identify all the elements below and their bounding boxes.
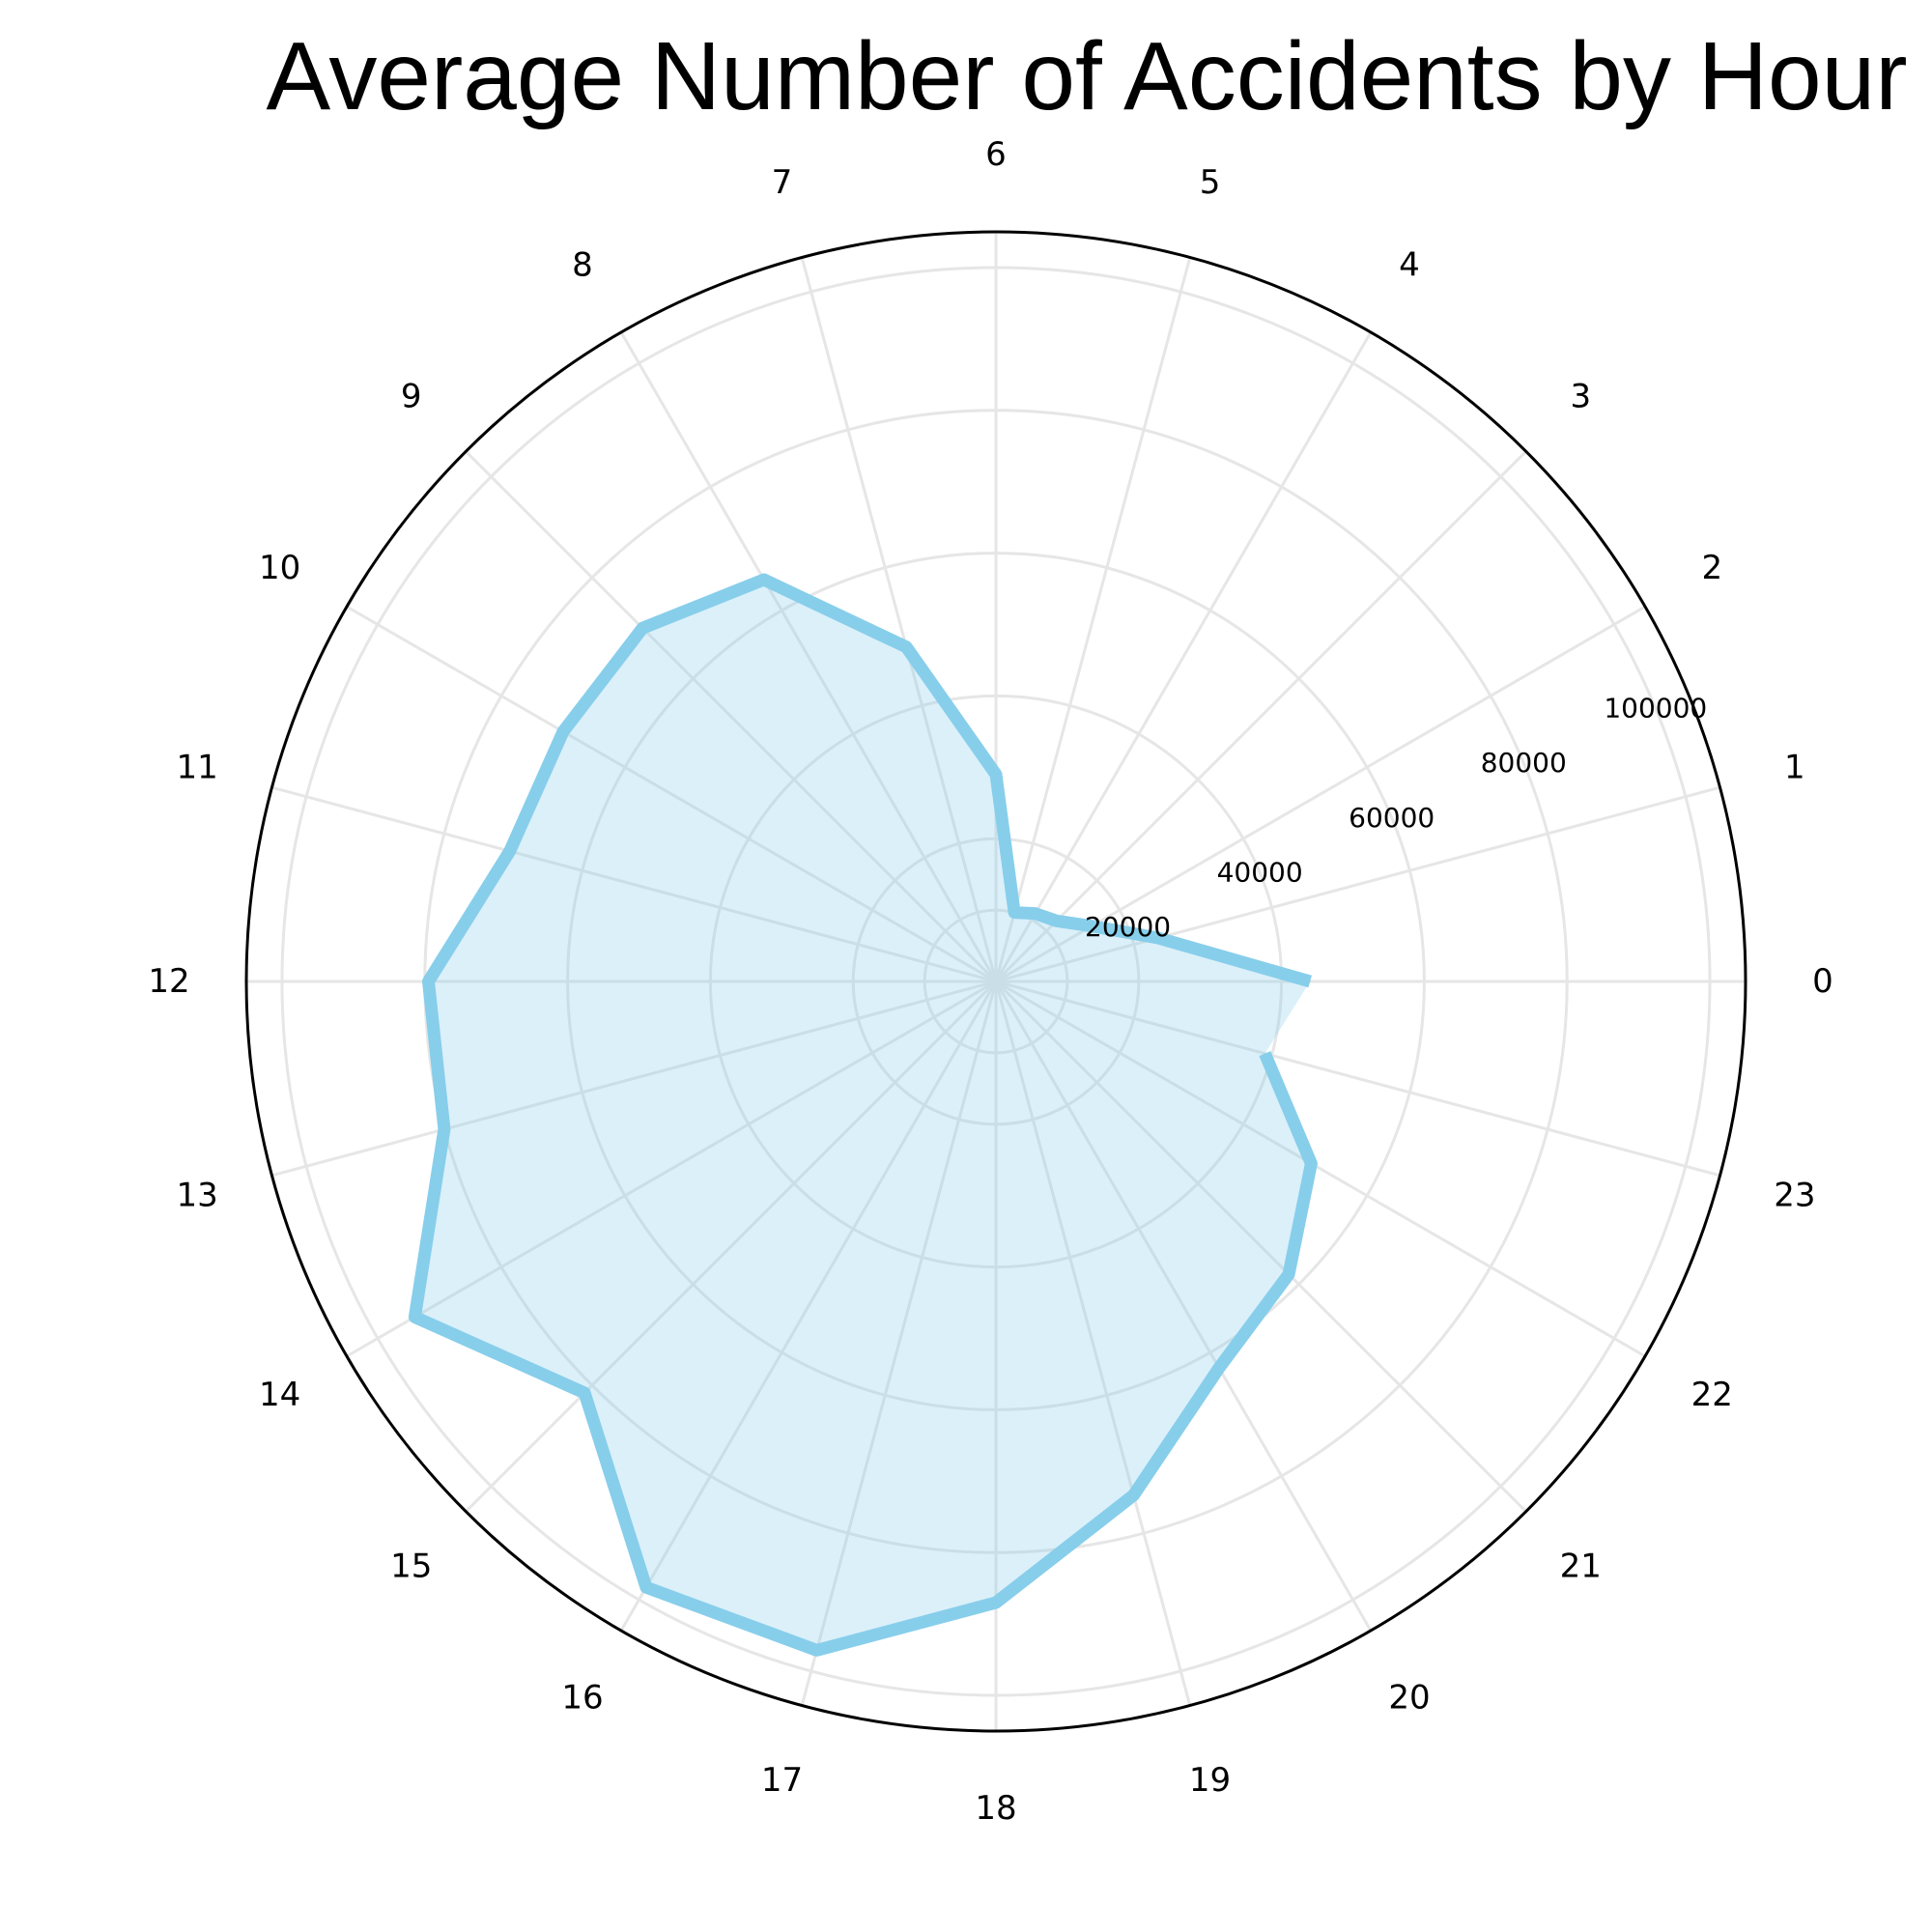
grid-ring bbox=[851, 837, 1141, 1126]
radial-tick-label: 40000 bbox=[1217, 856, 1303, 888]
data-point bbox=[763, 579, 765, 581]
series-line bbox=[408, 573, 1318, 1657]
radial-gridline bbox=[994, 450, 1527, 983]
hour-tick-label: 10 bbox=[259, 549, 300, 587]
radial-gridline bbox=[465, 450, 998, 983]
radial-tick-label: 60000 bbox=[1349, 802, 1435, 834]
hour-tick-label: 7 bbox=[772, 163, 793, 202]
hour-tick-label: 0 bbox=[1812, 962, 1833, 1001]
radial-tick-label: 80000 bbox=[1481, 747, 1567, 779]
data-point bbox=[1264, 1053, 1265, 1055]
hour-tick-label: 2 bbox=[1701, 549, 1722, 587]
data-point bbox=[509, 850, 511, 852]
radial-gridline bbox=[994, 980, 1527, 1513]
hour-tick-label: 13 bbox=[177, 1177, 218, 1215]
data-layer bbox=[408, 573, 1318, 1657]
radial-gridline bbox=[800, 980, 998, 1706]
hour-tick-label: 6 bbox=[985, 135, 1007, 174]
data-point bbox=[1133, 1494, 1135, 1496]
data-point bbox=[1288, 1273, 1290, 1275]
data-point bbox=[1157, 937, 1159, 939]
chart-title: Average Number of Accidents by Hour bbox=[266, 22, 1908, 130]
data-point bbox=[1309, 980, 1311, 982]
radial-tick-label: 20000 bbox=[1085, 911, 1171, 943]
label-layer: 0123456789101112131415161718192021222320… bbox=[148, 135, 1833, 1828]
data-point bbox=[583, 1392, 585, 1394]
hour-tick-label: 18 bbox=[975, 1789, 1016, 1828]
hour-tick-label: 16 bbox=[561, 1678, 603, 1717]
hour-tick-label: 3 bbox=[1570, 378, 1591, 416]
hour-tick-label: 5 bbox=[1200, 163, 1221, 202]
polar-frame bbox=[244, 230, 1747, 1733]
hour-tick-label: 19 bbox=[1189, 1761, 1231, 1800]
radial-gridline bbox=[619, 980, 998, 1632]
data-point bbox=[1035, 913, 1037, 915]
radial-gridline bbox=[995, 980, 1720, 1178]
data-point bbox=[641, 627, 643, 629]
radial-gridline bbox=[994, 331, 1373, 982]
hour-tick-label: 8 bbox=[572, 246, 593, 285]
hour-tick-label: 4 bbox=[1399, 246, 1420, 285]
data-point bbox=[1218, 1367, 1220, 1369]
radial-tick-label: 100000 bbox=[1604, 693, 1707, 724]
radial-gridline bbox=[994, 980, 1373, 1632]
data-point bbox=[995, 1602, 997, 1604]
hour-tick-label: 1 bbox=[1784, 748, 1805, 786]
radial-gridline bbox=[346, 980, 997, 1358]
grid-layer bbox=[246, 232, 1746, 1731]
radial-gridline bbox=[619, 331, 998, 982]
radial-gridline bbox=[800, 257, 998, 982]
hour-tick-label: 15 bbox=[390, 1547, 432, 1585]
radial-gridline bbox=[271, 980, 997, 1178]
hour-tick-label: 21 bbox=[1560, 1547, 1602, 1585]
data-point bbox=[815, 1649, 817, 1651]
grid-ring bbox=[566, 552, 1426, 1411]
data-point bbox=[1013, 912, 1015, 914]
data-point bbox=[427, 980, 429, 982]
hour-tick-label: 9 bbox=[401, 378, 422, 416]
grid-ring bbox=[280, 266, 1712, 1697]
radial-gridline bbox=[465, 980, 998, 1513]
hour-tick-label: 20 bbox=[1388, 1678, 1430, 1717]
data-point bbox=[413, 1316, 415, 1318]
data-point bbox=[562, 730, 564, 732]
data-point bbox=[1310, 1162, 1312, 1164]
hour-tick-label: 23 bbox=[1774, 1177, 1815, 1215]
radial-gridline bbox=[995, 605, 1646, 983]
hour-tick-label: 14 bbox=[259, 1376, 300, 1414]
radial-gridline bbox=[271, 785, 997, 983]
hour-tick-label: 12 bbox=[148, 962, 189, 1001]
grid-ring bbox=[923, 908, 1069, 1055]
data-point bbox=[443, 1128, 445, 1130]
radial-gridline bbox=[994, 980, 1192, 1706]
data-point bbox=[1091, 925, 1093, 927]
radial-gridline bbox=[346, 605, 997, 983]
hour-tick-label: 11 bbox=[177, 748, 218, 786]
data-point bbox=[905, 646, 907, 648]
hour-tick-label: 17 bbox=[761, 1761, 803, 1800]
hour-tick-label: 22 bbox=[1691, 1376, 1733, 1414]
series-area bbox=[414, 580, 1312, 1651]
data-point bbox=[645, 1586, 647, 1588]
radial-gridline bbox=[995, 785, 1720, 983]
data-point bbox=[995, 774, 997, 776]
grid-ring bbox=[708, 694, 1284, 1269]
data-point bbox=[1056, 920, 1058, 922]
radial-gridline bbox=[995, 980, 1646, 1358]
radial-gridline bbox=[994, 257, 1192, 982]
